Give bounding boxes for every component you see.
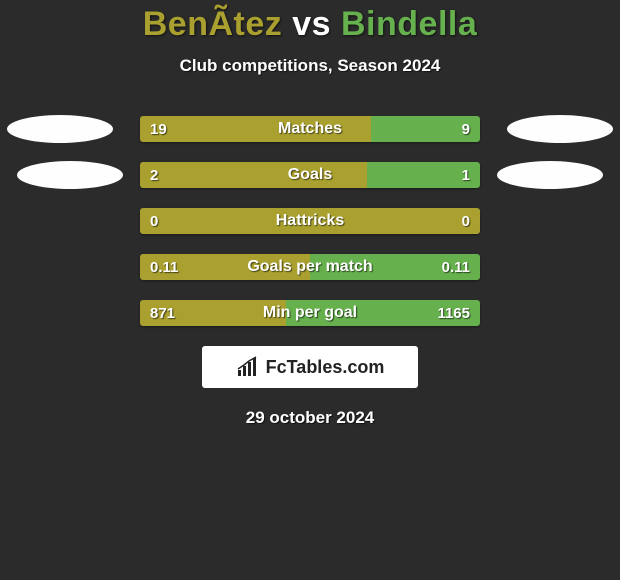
bar-left [140,162,367,188]
value-right: 9 [462,116,470,142]
bar-left [140,116,371,142]
player-oval-right [497,161,603,189]
date-text: 29 october 2024 [0,408,620,428]
bar-chart-icon [236,356,262,378]
bar-track [140,300,480,326]
value-right: 0 [462,208,470,234]
stat-row: 21Goals [0,162,620,188]
player1-name: BenÃ­tez [143,5,283,43]
page-title: BenÃ­tez vs Bindella [0,5,620,44]
brand-box[interactable]: FcTables.com [202,346,418,388]
player-oval-right [507,115,613,143]
value-left: 871 [150,300,175,326]
brand-text: FcTables.com [266,357,385,378]
stat-row: 00Hattricks [0,208,620,234]
bar-left [140,208,480,234]
player2-name: Bindella [341,5,477,43]
bar-track [140,208,480,234]
value-right: 1165 [437,300,470,326]
stat-rows: 199Matches21Goals00Hattricks0.110.11Goal… [0,116,620,326]
bar-track [140,116,480,142]
comparison-card: BenÃ­tez vs Bindella Club competitions, … [0,0,620,428]
value-left: 2 [150,162,158,188]
value-left: 0.11 [150,254,178,280]
stat-row: 0.110.11Goals per match [0,254,620,280]
bar-track [140,254,480,280]
player-oval-left [17,161,123,189]
player-oval-left [7,115,113,143]
stat-row: 199Matches [0,116,620,142]
subtitle: Club competitions, Season 2024 [0,56,620,76]
vs-label: vs [292,5,331,43]
stat-row: 8711165Min per goal [0,300,620,326]
value-right: 1 [462,162,470,188]
value-left: 19 [150,116,167,142]
value-right: 0.11 [442,254,470,280]
bar-track [140,162,480,188]
value-left: 0 [150,208,158,234]
